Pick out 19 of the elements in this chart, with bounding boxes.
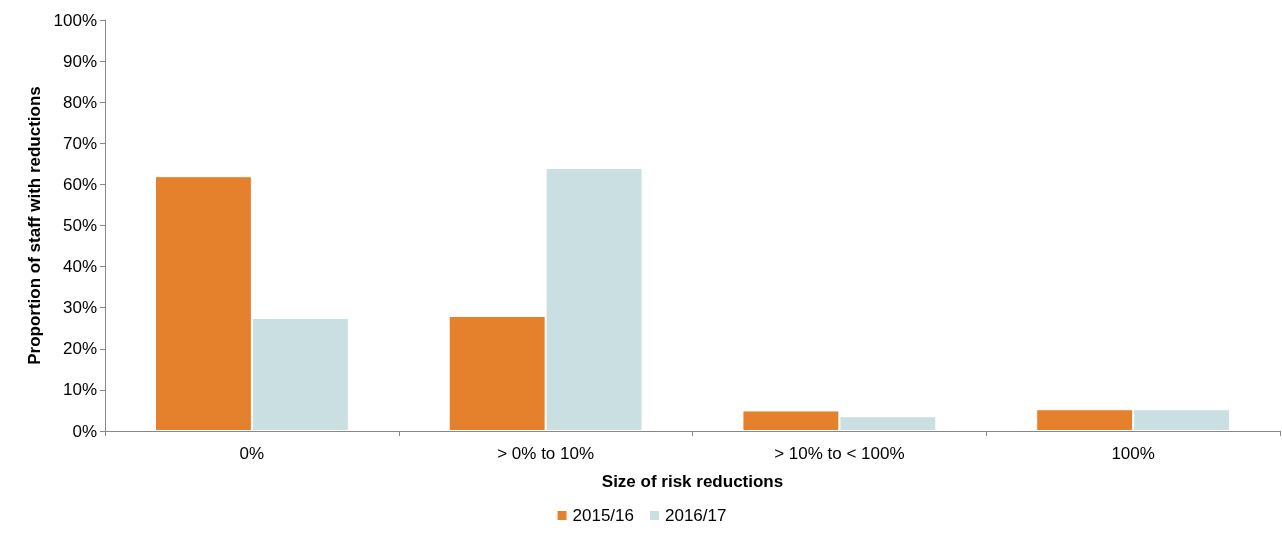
y-tick-label: 20% — [62, 339, 97, 359]
x-tick-label: 0% — [239, 444, 265, 463]
x-tick-label: > 0% to 10% — [497, 444, 595, 463]
y-tick-label: 80% — [62, 92, 97, 112]
x-tick-label: > 10% to < 100% — [774, 444, 905, 463]
y-tick-label: 90% — [62, 51, 97, 71]
y-tick-label: 50% — [62, 216, 97, 235]
y-tick-label: 70% — [62, 133, 97, 153]
legend-label: 2015/16 — [572, 506, 634, 525]
y-tick-label: 0% — [72, 421, 97, 441]
x-tick-label: 100% — [1111, 444, 1155, 463]
y-tick-label: 30% — [62, 298, 97, 318]
y-tick-label: 10% — [62, 380, 97, 400]
y-tick-label: 100% — [53, 10, 97, 30]
y-tick-label: 40% — [62, 257, 97, 277]
y-axis-title: Proportion of staff with reductions — [24, 86, 44, 365]
x-axis-title: Size of risk reductions — [601, 472, 784, 491]
y-tick-label: 60% — [62, 174, 97, 194]
legend-label: 2016/17 — [665, 506, 727, 525]
